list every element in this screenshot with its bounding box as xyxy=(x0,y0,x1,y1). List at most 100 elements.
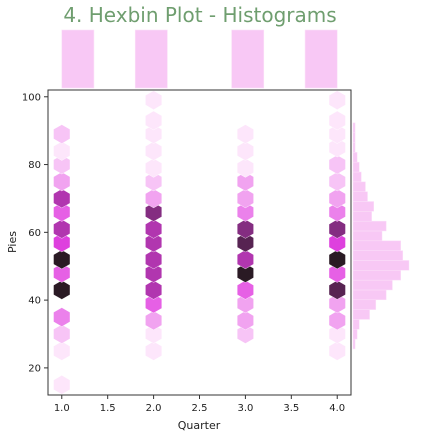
x-axis-label: Quarter xyxy=(178,419,221,432)
marginal-y-bar xyxy=(352,152,358,163)
hexbin-cell xyxy=(53,202,71,222)
x-tick-label: 3.0 xyxy=(237,403,253,414)
marginal-y-bar xyxy=(352,299,377,310)
hexbin-cell xyxy=(145,293,163,314)
chart-title: 4. Hexbin Plot - Histograms xyxy=(63,3,336,27)
marginal-y-bar xyxy=(352,270,401,281)
hexbin-cell xyxy=(145,124,163,144)
marginal-y-bar xyxy=(352,260,410,271)
marginal-y-bar xyxy=(352,329,358,340)
hexbin-cell xyxy=(328,324,346,344)
hexbin-cell xyxy=(145,341,163,361)
y-tick-label: 20 xyxy=(28,363,41,374)
hexbin-cell xyxy=(328,202,346,222)
y-tick-label: 80 xyxy=(28,160,41,171)
hexbin-cell xyxy=(53,154,71,175)
hexbin-cell xyxy=(145,90,163,110)
x-tick-label: 2.0 xyxy=(146,403,162,414)
marginal-y-bar xyxy=(352,201,374,212)
y-tick-label: 60 xyxy=(28,228,41,239)
hexbin-cell xyxy=(53,232,71,253)
hexbin-cell xyxy=(145,324,163,344)
hexbin-cell xyxy=(236,141,254,161)
marginal-y-bar xyxy=(352,191,368,202)
marginal-y-bar xyxy=(352,240,401,251)
hexbin-cell xyxy=(145,232,163,253)
hexbin-cell xyxy=(236,171,254,192)
hexbin-cell xyxy=(328,219,346,239)
hexbin-cell xyxy=(145,171,163,192)
marginal-x-bar xyxy=(304,29,338,89)
hexbin-cell xyxy=(236,263,254,283)
marginal-y-bar xyxy=(352,230,383,242)
hexbin-cell xyxy=(145,188,163,209)
hexbin-cell xyxy=(236,310,254,331)
hexbin-cell xyxy=(236,202,254,222)
hexbin-cell xyxy=(328,293,346,314)
y-axis-label: Pies xyxy=(6,231,19,253)
marginal-y-bar xyxy=(352,161,360,173)
marginal-y-bar xyxy=(352,250,404,261)
hexbin-cell xyxy=(328,280,346,300)
hexbin-cell xyxy=(236,219,254,239)
hexbin-cell xyxy=(53,249,71,270)
hexbin-cell xyxy=(236,293,254,314)
hexbin-cell xyxy=(328,232,346,253)
hexbin-cell xyxy=(328,137,346,158)
hexbin-cell xyxy=(236,249,254,270)
hexbin-cell xyxy=(53,263,71,283)
marginal-y-bar xyxy=(352,211,372,222)
marginal-y-bar xyxy=(352,181,366,192)
hexbin-cell xyxy=(328,171,346,192)
hexbin-cell xyxy=(53,324,71,344)
hexbin-cell xyxy=(53,188,71,209)
x-tick-label: 2.5 xyxy=(192,403,208,414)
hexbin-cell xyxy=(53,124,71,144)
hexbin-cell xyxy=(145,280,163,300)
hexbin-cell xyxy=(328,263,346,283)
hexbin-cell xyxy=(53,141,71,161)
hexbin-cell xyxy=(328,110,346,131)
marginal-y-bar xyxy=(352,319,360,330)
hexbin-cell xyxy=(145,202,163,222)
y-tick-label: 40 xyxy=(28,296,41,307)
hexbin-cell xyxy=(328,154,346,175)
hexbin-cell xyxy=(53,219,71,239)
hexbin-layer xyxy=(53,90,346,395)
marginal-y-bar xyxy=(352,289,387,301)
hexbin-cell xyxy=(53,280,71,300)
hexbin-cell xyxy=(53,171,71,192)
marginal-y-bar xyxy=(352,171,362,183)
x-tick-label: 3.5 xyxy=(283,403,299,414)
marginal-x-histogram xyxy=(61,29,338,89)
hexbin-cell xyxy=(328,249,346,270)
marginal-y-bar xyxy=(352,142,356,153)
hexbin-cell xyxy=(145,110,163,131)
marginal-y-bar xyxy=(352,338,356,350)
x-tick-label: 1.5 xyxy=(100,403,116,414)
hexbin-cell xyxy=(145,141,163,161)
hexbin-cell xyxy=(328,188,346,209)
hexbin-cell xyxy=(328,341,346,361)
marginal-x-bar xyxy=(134,29,168,89)
hexbin-cell xyxy=(328,124,346,144)
hexbin-cell xyxy=(53,341,71,361)
hexbin-cell xyxy=(236,324,254,344)
hexbin-cell xyxy=(236,124,254,144)
hexbin-cell xyxy=(236,280,254,300)
hexbin-cell xyxy=(145,249,163,270)
marginal-x-bar xyxy=(231,29,265,89)
hexbin-cell xyxy=(328,310,346,331)
hexbin-cell xyxy=(236,188,254,209)
x-axis-ticks: 1.0 1.5 2.0 2.5 3.0 3.5 4.0 xyxy=(54,395,345,414)
marginal-y-bar xyxy=(352,132,356,143)
marginal-x-bar xyxy=(61,29,95,89)
hexbin-cell xyxy=(53,375,71,395)
hexbin-cell xyxy=(328,90,346,110)
hexbin-cell xyxy=(145,219,163,239)
marginal-y-bar xyxy=(352,309,370,320)
marginal-y-histogram xyxy=(352,122,410,350)
marginal-y-bar xyxy=(352,220,387,232)
hexbin-cell xyxy=(53,307,71,327)
y-tick-label: 100 xyxy=(22,92,41,103)
